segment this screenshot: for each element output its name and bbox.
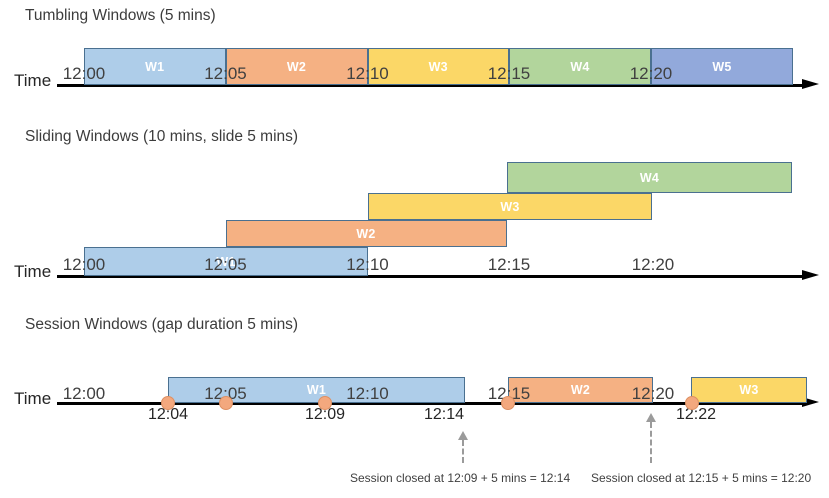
session-section-title: Session Windows (gap duration 5 mins) (25, 316, 299, 333)
event-dot (318, 396, 332, 410)
arrow-up-icon (458, 431, 468, 463)
window-label: W2 (286, 59, 307, 74)
session-tick-1205: 12:05 (204, 384, 247, 403)
tumbling-tick-1200: 12:00 (62, 64, 106, 83)
sliding-window-w1: W1 (84, 247, 368, 276)
window-label: W2 (570, 383, 591, 397)
event-time-label-1204: 12:04 (147, 406, 189, 423)
tumbling-window-w3: W3 (367, 48, 509, 85)
sliding-time-axis (57, 275, 803, 278)
tumbling-window-w5: W5 (651, 48, 793, 85)
tumbling-tick-1220: 12:20 (629, 64, 673, 83)
window-label: W4 (570, 59, 590, 74)
window-label: W1 (216, 254, 236, 269)
session-time-axis-label: Time (14, 389, 52, 408)
event-time-label-1209: 12:09 (304, 406, 346, 423)
window-label: W3 (500, 199, 520, 214)
tumbling-window-w4: W4 (509, 48, 651, 85)
window-label: W5 (712, 59, 732, 74)
arrow-right-icon (802, 270, 819, 280)
session-tick-1200: 12:00 (62, 384, 106, 403)
sliding-tick-1220: 12:20 (631, 255, 675, 274)
session-tick-1215: 12:15 (487, 384, 531, 403)
tumbling-window-w1: W1 (84, 48, 226, 85)
event-dot (685, 396, 699, 410)
event-time-label-1222: 12:22 (675, 406, 717, 423)
tumbling-section-title: Tumbling Windows (5 mins) (25, 7, 216, 24)
event-dot (219, 396, 233, 410)
arrow-up-icon (646, 413, 656, 463)
session-window-w3: W3 (691, 377, 807, 403)
tumbling-time-axis-label: Time (14, 71, 52, 90)
event-dot (161, 396, 175, 410)
window-label: W3 (428, 59, 448, 74)
tumbling-time-axis (57, 84, 803, 87)
sliding-window-w3: W3 (368, 193, 652, 220)
tumbling-tick-1210: 12:10 (346, 64, 389, 83)
sliding-tick-1215: 12:15 (487, 255, 531, 274)
arrow-right-icon (802, 397, 819, 407)
window-label: W2 (356, 226, 376, 241)
arrow-right-icon (802, 79, 819, 89)
event-dot (501, 396, 515, 410)
window-label: W1 (306, 383, 327, 397)
session-close-annotation-1: Session closed at 12:09 + 5 mins = 12:14 (350, 471, 571, 485)
sliding-window-w2: W2 (225, 220, 507, 247)
sliding-tick-1200: 12:00 (62, 255, 106, 274)
window-label: W3 (739, 383, 759, 397)
sliding-window-w4: W4 (507, 162, 792, 193)
sliding-section-title: Sliding Windows (10 mins, slide 5 mins) (25, 128, 299, 145)
session-tick-1220: 12:20 (631, 384, 675, 403)
session-close-time-label-1214: 12:14 (423, 406, 465, 423)
tumbling-window-w2: W2 (225, 48, 368, 85)
tumbling-tick-1205: 12:05 (204, 64, 247, 83)
window-label: W1 (145, 59, 165, 74)
session-time-axis (57, 402, 803, 405)
session-close-annotation-2: Session closed at 12:15 + 5 mins = 12:20 (591, 471, 812, 485)
session-window-w1: W1 (168, 377, 465, 403)
sliding-tick-1205: 12:05 (204, 255, 247, 274)
sliding-tick-1210: 12:10 (346, 255, 389, 274)
tumbling-tick-1215: 12:15 (487, 64, 531, 83)
session-tick-1210: 12:10 (346, 384, 389, 403)
session-window-w2: W2 (508, 377, 653, 403)
window-label: W4 (639, 170, 660, 185)
sliding-time-axis-label: Time (14, 262, 52, 281)
